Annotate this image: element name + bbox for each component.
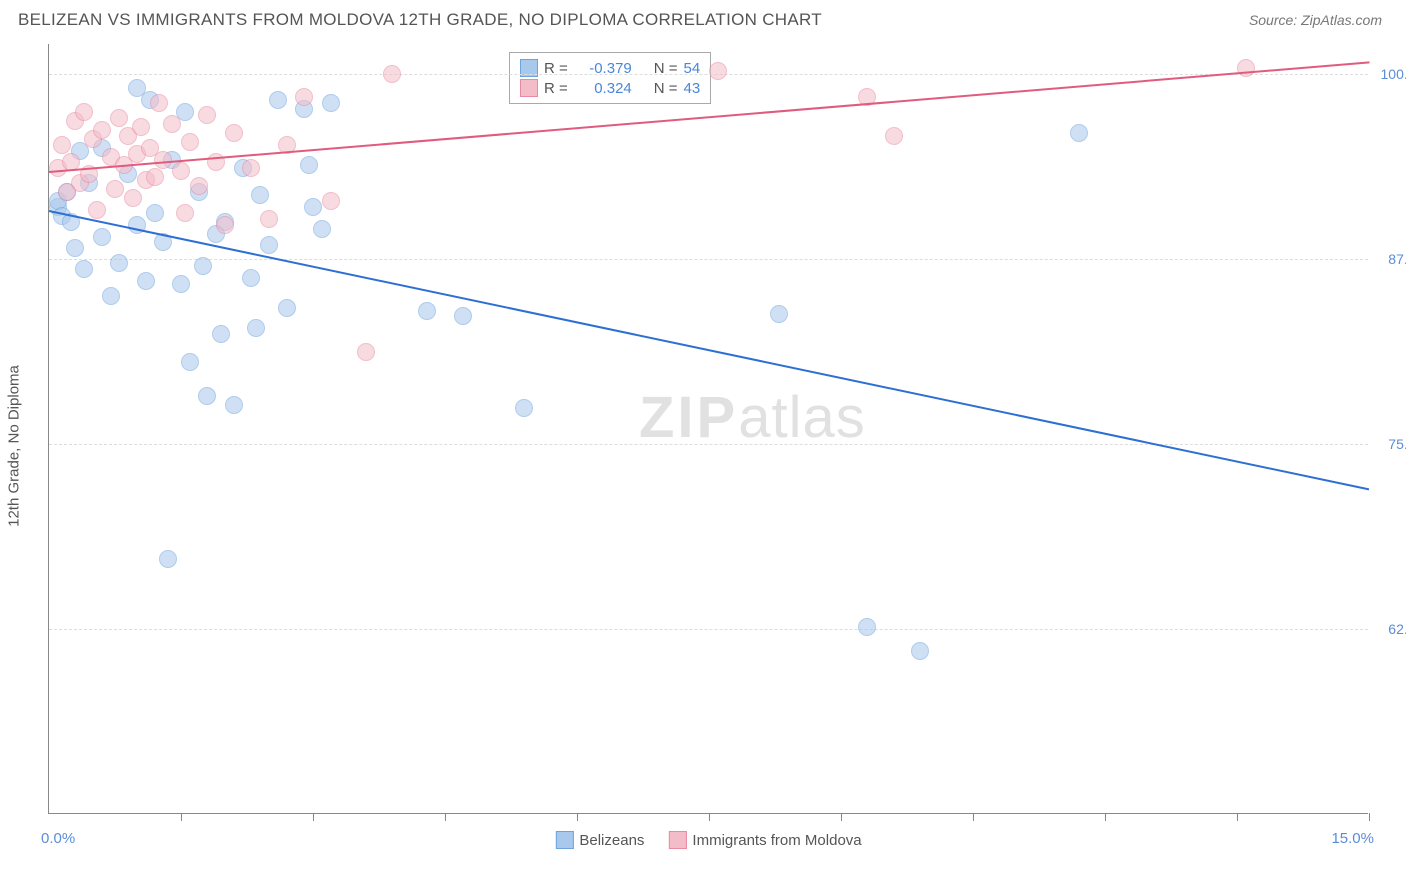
data-point [110,254,128,272]
data-point [66,239,84,257]
data-point [260,236,278,254]
data-point [198,106,216,124]
data-point [709,62,727,80]
data-point [190,177,208,195]
data-point [146,204,164,222]
series-legend: Belizeans Immigrants from Moldova [555,831,861,849]
data-point [146,168,164,186]
data-point [418,302,436,320]
y-tick-label: 62.5% [1373,621,1406,637]
series-legend-item: Immigrants from Moldova [668,831,861,849]
y-tick-label: 75.0% [1373,436,1406,452]
x-tick [181,813,182,821]
correlation-legend: R =-0.379N =54R =0.324N =43 [509,52,711,104]
data-point [181,133,199,151]
series-legend-item: Belizeans [555,831,644,849]
data-point [75,103,93,121]
data-point [102,287,120,305]
series-name: Immigrants from Moldova [692,832,861,849]
x-axis-max-label: 15.0% [1331,830,1374,847]
x-tick [577,813,578,821]
x-tick [709,813,710,821]
data-point [198,387,216,405]
data-point [260,210,278,228]
data-point [110,109,128,127]
chart-title: BELIZEAN VS IMMIGRANTS FROM MOLDOVA 12TH… [18,10,822,30]
data-point [154,151,172,169]
data-point [247,319,265,337]
legend-row: R = 0.324 N = 43 [520,79,700,97]
data-point [454,307,472,325]
legend-swatch [555,831,573,849]
data-point [75,260,93,278]
y-axis-label: 12th Grade, No Diploma [6,365,23,527]
x-tick [1369,813,1370,821]
data-point [858,618,876,636]
data-point [93,121,111,139]
data-point [383,65,401,83]
data-point [137,272,155,290]
x-tick [841,813,842,821]
legend-r-label: R = [544,80,568,97]
data-point [300,156,318,174]
data-point [216,216,234,234]
gridline [49,629,1368,630]
data-point [106,180,124,198]
data-point [124,189,142,207]
data-point [269,91,287,109]
data-point [1070,124,1088,142]
x-tick [1105,813,1106,821]
y-tick-label: 87.5% [1373,251,1406,267]
data-point [770,305,788,323]
data-point [93,228,111,246]
data-point [212,325,230,343]
y-tick-label: 100.0% [1373,66,1406,82]
data-point [150,94,168,112]
data-point [88,201,106,219]
data-point [242,269,260,287]
data-point [295,88,313,106]
data-point [911,642,929,660]
data-point [322,94,340,112]
data-point [225,124,243,142]
legend-n-value: 43 [684,80,701,97]
watermark: ZIPatlas [639,384,866,451]
legend-r-value: 0.324 [574,80,632,97]
data-point [242,159,260,177]
trend-line [49,210,1369,490]
data-point [159,550,177,568]
data-point [251,186,269,204]
data-point [515,399,533,417]
data-point [132,118,150,136]
series-name: Belizeans [579,832,644,849]
data-point [172,162,190,180]
data-point [181,353,199,371]
gridline [49,259,1368,260]
data-point [194,257,212,275]
data-point [172,275,190,293]
data-point [304,198,322,216]
data-point [313,220,331,238]
data-point [163,115,181,133]
legend-swatch [668,831,686,849]
data-point [322,192,340,210]
legend-swatch [520,79,538,97]
source-attribution: Source: ZipAtlas.com [1249,12,1382,28]
legend-n-label: N = [654,80,678,97]
data-point [176,204,194,222]
data-point [357,343,375,361]
x-tick [313,813,314,821]
scatter-plot-area: ZIPatlas R =-0.379N =54R =0.324N =43 0.0… [48,44,1368,814]
data-point [225,396,243,414]
data-point [278,299,296,317]
gridline [49,444,1368,445]
data-point [885,127,903,145]
x-tick [445,813,446,821]
x-tick [973,813,974,821]
x-axis-min-label: 0.0% [41,830,75,847]
x-tick [1237,813,1238,821]
data-point [53,136,71,154]
